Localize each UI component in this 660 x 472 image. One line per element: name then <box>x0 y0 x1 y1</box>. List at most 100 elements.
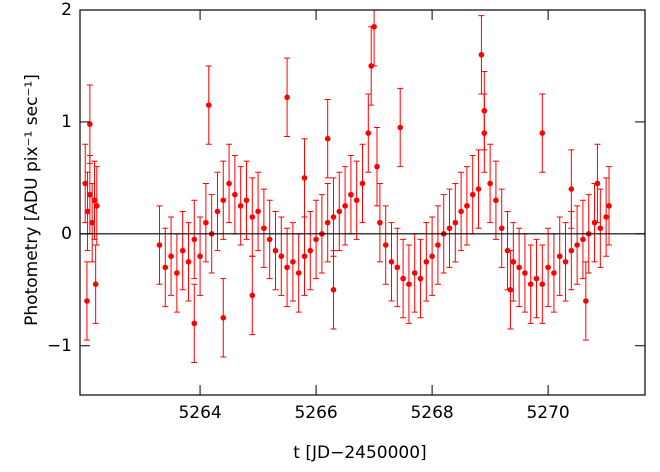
point <box>374 163 380 170</box>
point <box>185 259 192 265</box>
point <box>507 286 514 293</box>
point <box>359 180 366 187</box>
point <box>179 247 186 254</box>
point <box>162 264 169 271</box>
point <box>406 281 412 288</box>
point <box>82 180 89 187</box>
x-tick-label: 5270 <box>526 403 569 423</box>
point <box>377 219 383 226</box>
point <box>493 197 499 204</box>
point <box>556 253 563 260</box>
point <box>324 219 331 226</box>
point <box>429 253 435 260</box>
point <box>562 259 569 265</box>
point <box>583 298 589 304</box>
point <box>284 94 290 101</box>
point <box>388 259 395 265</box>
point <box>278 253 285 260</box>
y-tick-label: −1 <box>47 336 72 356</box>
point <box>266 236 273 243</box>
point <box>197 253 203 260</box>
point <box>603 214 609 220</box>
point <box>205 102 212 108</box>
point <box>94 203 100 209</box>
point <box>330 286 337 293</box>
point <box>498 225 505 232</box>
point <box>348 191 354 198</box>
point <box>168 253 174 260</box>
point <box>301 253 308 260</box>
point <box>232 191 238 198</box>
point <box>353 197 360 204</box>
y-tick-label: 2 <box>61 0 72 20</box>
point <box>87 191 93 198</box>
point <box>481 107 488 114</box>
point <box>417 275 424 282</box>
point <box>243 197 250 204</box>
point <box>371 23 377 30</box>
point <box>330 214 337 220</box>
point <box>220 197 227 204</box>
point <box>284 264 290 271</box>
point <box>84 208 91 215</box>
point <box>464 203 470 209</box>
point <box>539 281 546 288</box>
x-axis-label: t [JD−2450000] <box>293 443 426 463</box>
point <box>597 225 604 232</box>
point <box>469 191 476 198</box>
point <box>478 51 485 58</box>
point <box>411 270 418 276</box>
point <box>174 270 180 276</box>
point <box>191 236 198 243</box>
point <box>261 225 267 232</box>
point <box>382 242 389 248</box>
point <box>272 247 279 254</box>
point <box>458 208 464 215</box>
point <box>156 242 163 248</box>
point <box>255 208 261 215</box>
point <box>568 247 575 254</box>
point <box>89 219 95 226</box>
point <box>446 225 453 232</box>
point <box>487 180 493 187</box>
point <box>307 247 314 254</box>
point <box>290 259 296 265</box>
point <box>551 270 557 276</box>
point <box>594 180 601 187</box>
point <box>545 264 551 271</box>
y-axis-label: Photometry [ADU pix⁻¹ sec⁻¹] <box>22 74 42 326</box>
y-tick-label: 1 <box>61 112 72 132</box>
point <box>522 270 528 276</box>
point <box>84 298 90 304</box>
point <box>203 219 209 226</box>
point <box>220 314 227 321</box>
point <box>92 281 99 288</box>
point <box>87 121 93 127</box>
point <box>226 180 232 187</box>
point <box>574 242 580 248</box>
mask-bottom <box>0 395 660 408</box>
y-tick-label: 0 <box>61 224 72 244</box>
point <box>452 219 459 226</box>
point <box>527 281 534 288</box>
point <box>423 259 430 265</box>
point <box>533 275 540 282</box>
mask-top <box>0 0 660 10</box>
point <box>249 292 256 299</box>
plot-frame <box>79 9 646 396</box>
point <box>516 264 522 271</box>
x-tick-label: 5266 <box>294 403 337 423</box>
point <box>394 264 401 271</box>
point <box>606 203 612 209</box>
point <box>249 214 256 220</box>
point <box>214 208 221 215</box>
point <box>568 186 575 192</box>
point <box>400 275 406 282</box>
point <box>435 242 441 248</box>
point <box>397 124 404 131</box>
point <box>336 208 343 215</box>
point <box>580 236 586 243</box>
x-tick-label: 5268 <box>410 403 453 423</box>
